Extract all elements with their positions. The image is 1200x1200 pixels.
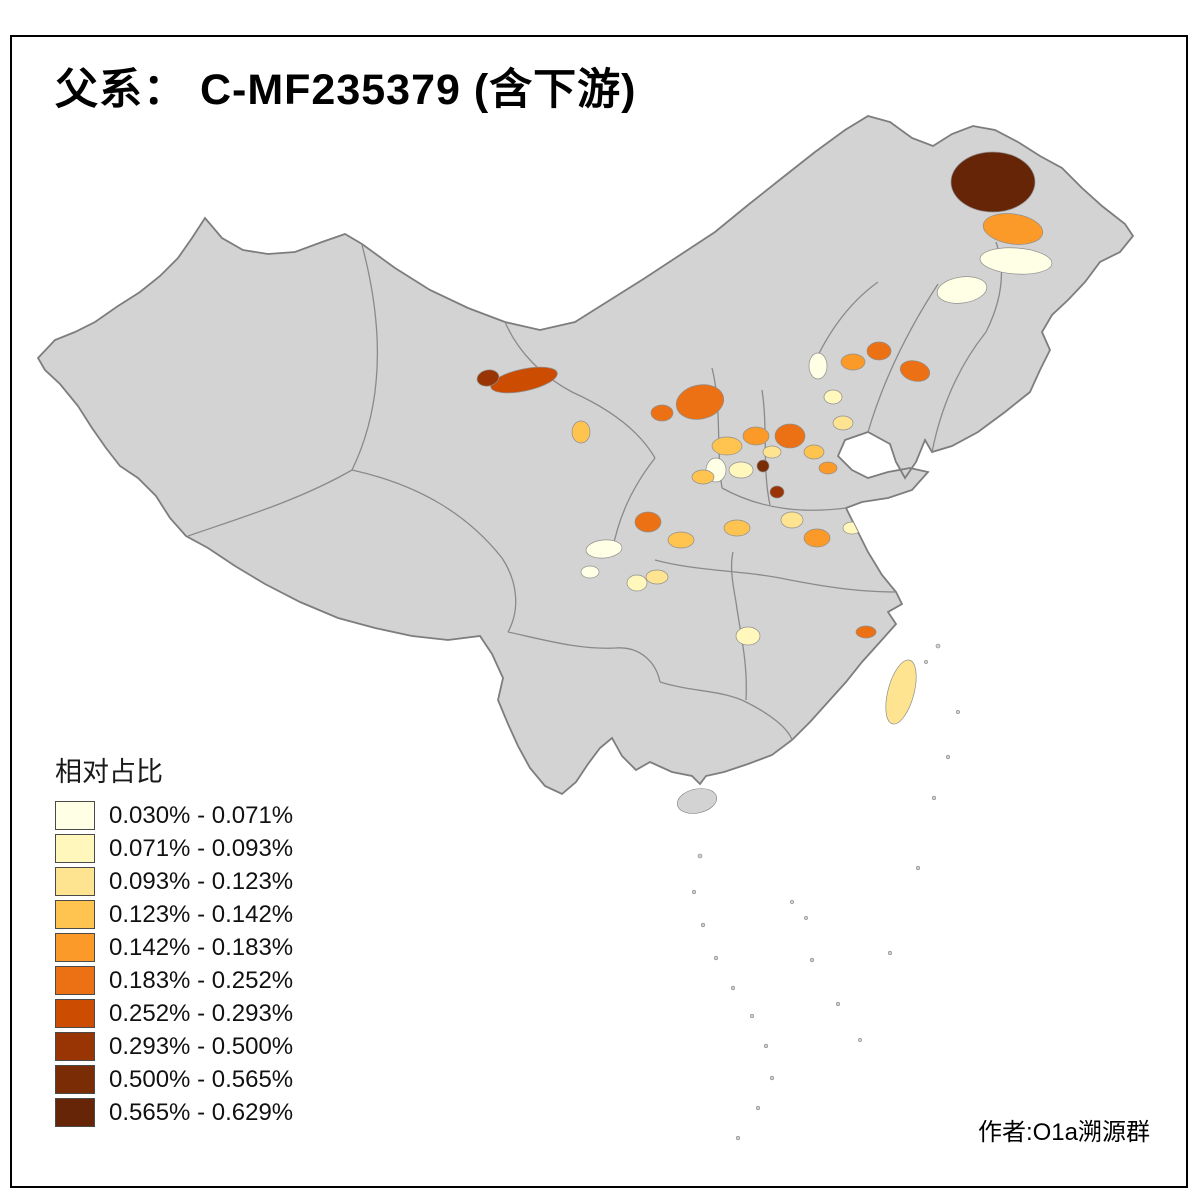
prefecture-region xyxy=(862,534,880,546)
legend-title: 相对占比 xyxy=(55,757,163,787)
prefecture-region xyxy=(585,539,623,559)
legend-swatch xyxy=(55,801,95,830)
prefecture-region xyxy=(818,461,838,475)
sea-islands xyxy=(691,643,960,1141)
prefecture-region xyxy=(735,626,761,646)
prefecture-region xyxy=(571,420,591,444)
legend-swatch xyxy=(55,1098,95,1127)
prefecture-region xyxy=(691,469,715,485)
prefecture-region xyxy=(832,415,854,431)
prefecture-region xyxy=(742,426,770,446)
legend-label: 0.500% - 0.565% xyxy=(109,1065,294,1093)
prefecture-region xyxy=(723,519,751,537)
author-credit: 作者:O1a溯源群 xyxy=(977,1119,1150,1146)
prefecture-region xyxy=(982,213,1044,245)
prefecture-region xyxy=(667,531,695,549)
legend-swatch xyxy=(55,867,95,896)
legend-label: 0.142% - 0.183% xyxy=(109,933,294,961)
legend-item: 0.030% - 0.071% xyxy=(55,801,293,830)
legend-item: 0.565% - 0.629% xyxy=(55,1098,293,1127)
province-borders xyxy=(187,241,1003,741)
prefecture-region xyxy=(899,360,931,382)
legend-item: 0.093% - 0.123% xyxy=(55,867,293,896)
legend-label: 0.183% - 0.252% xyxy=(109,966,294,994)
legend-swatch xyxy=(55,933,95,962)
taiwan-island xyxy=(885,659,917,725)
prefecture-region xyxy=(762,445,782,459)
legend-label: 0.123% - 0.142% xyxy=(109,900,294,928)
legend-label: 0.252% - 0.293% xyxy=(109,999,294,1027)
legend-item: 0.293% - 0.500% xyxy=(55,1032,293,1061)
prefecture-region xyxy=(728,461,754,479)
prefecture-region xyxy=(936,276,988,304)
legend-label: 0.093% - 0.123% xyxy=(109,867,294,895)
prefecture-region xyxy=(979,247,1053,275)
prefecture-region xyxy=(634,511,662,533)
hainan-island xyxy=(676,788,718,814)
prefecture-region xyxy=(803,444,825,460)
legend: 相对占比 0.030% - 0.071% 0.071% - 0.093% 0.093… xyxy=(55,750,293,1131)
legend-swatch xyxy=(55,999,95,1028)
prefecture-region xyxy=(490,366,558,394)
legend-item: 0.071% - 0.093% xyxy=(55,834,293,863)
page-title: 父系： C-MF235379 (含下游) xyxy=(55,66,637,114)
legend-rows: 0.030% - 0.071% 0.071% - 0.093% 0.093% - 0… xyxy=(55,801,293,1127)
prefecture-region xyxy=(476,369,500,387)
legend-item: 0.500% - 0.565% xyxy=(55,1065,293,1094)
prefecture-region xyxy=(650,404,674,422)
legend-swatch xyxy=(55,1065,95,1094)
legend-item: 0.142% - 0.183% xyxy=(55,933,293,962)
legend-label: 0.293% - 0.500% xyxy=(109,1032,294,1060)
prefecture-region xyxy=(711,436,743,456)
prefecture-region xyxy=(780,511,804,529)
legend-swatch xyxy=(55,966,95,995)
prefecture-region xyxy=(840,353,866,371)
prefecture-region xyxy=(774,423,806,449)
prefecture-region xyxy=(675,384,725,420)
prefecture-region xyxy=(769,485,785,499)
prefecture-region xyxy=(645,569,669,585)
prefecture-region xyxy=(886,550,900,570)
legend-item: 0.123% - 0.142% xyxy=(55,900,293,929)
legend-label: 0.565% - 0.629% xyxy=(109,1098,294,1126)
prefecture-region xyxy=(855,625,877,639)
prefecture-region xyxy=(626,574,648,592)
prefecture-region xyxy=(823,389,843,405)
prefecture-region xyxy=(756,459,770,473)
legend-item: 0.252% - 0.293% xyxy=(55,999,293,1028)
legend-swatch xyxy=(55,1032,95,1061)
prefecture-region xyxy=(803,528,831,548)
china-outline xyxy=(36,115,1135,796)
legend-swatch xyxy=(55,900,95,929)
prefecture-region xyxy=(808,352,828,380)
highlighted-prefectures xyxy=(476,151,1053,646)
legend-swatch xyxy=(55,834,95,863)
legend-label: 0.071% - 0.093% xyxy=(109,834,294,862)
prefecture-region xyxy=(950,151,1036,213)
prefecture-region xyxy=(580,565,600,579)
legend-label: 0.030% - 0.071% xyxy=(109,801,294,829)
prefecture-region xyxy=(850,438,874,454)
prefecture-region xyxy=(866,341,892,361)
legend-item: 0.183% - 0.252% xyxy=(55,966,293,995)
